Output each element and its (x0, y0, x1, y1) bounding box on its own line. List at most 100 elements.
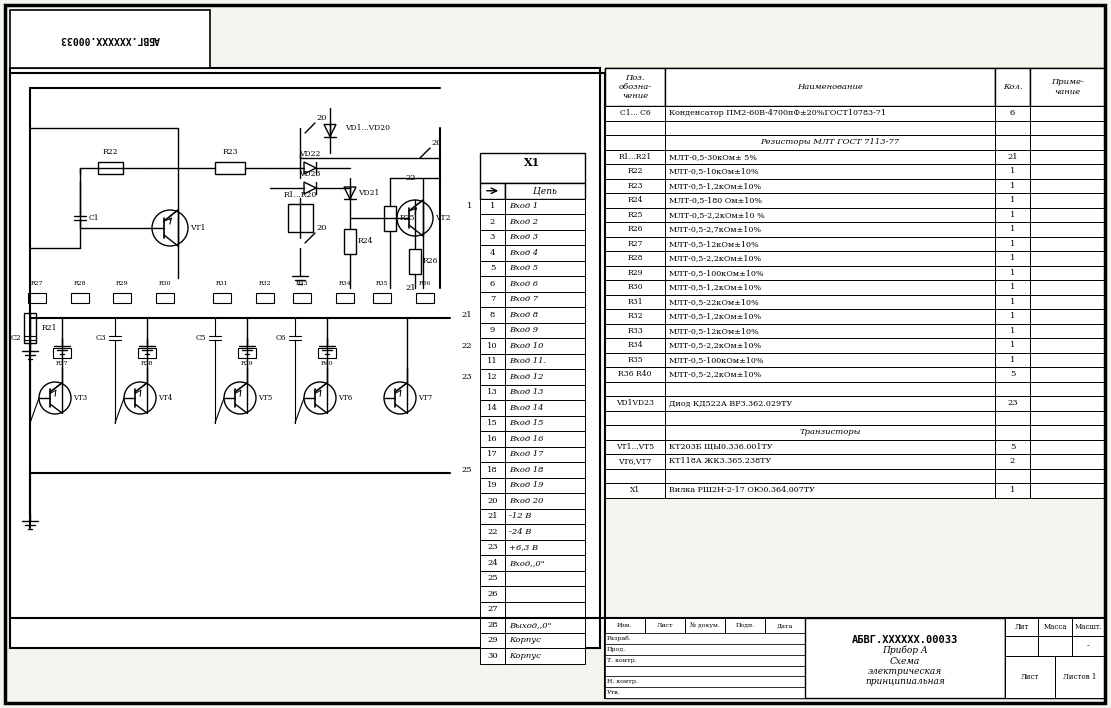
Text: R21: R21 (42, 324, 58, 332)
Text: 2: 2 (490, 218, 496, 226)
Bar (480, 617, 506, 632)
Bar (10, 10, 210, 68)
Bar (1030, 266, 1105, 280)
Text: R32: R32 (259, 281, 271, 286)
Text: Вход 7: Вход 7 (509, 295, 538, 303)
Bar (995, 251, 1030, 266)
Text: 21: 21 (488, 513, 498, 520)
Text: Цепь: Цепь (533, 186, 557, 195)
Bar (605, 193, 665, 207)
Bar (605, 644, 805, 655)
Bar (995, 454, 1030, 469)
Bar (480, 369, 506, 384)
Bar (995, 193, 1030, 207)
Bar (1039, 618, 1072, 636)
Bar (506, 198, 585, 214)
Text: Вход 11.: Вход 11. (509, 358, 547, 365)
Bar (665, 207, 995, 222)
Bar (238, 348, 256, 358)
Bar (665, 266, 995, 280)
Text: R28: R28 (628, 254, 643, 262)
Text: МЛТ-0,5-1,2кОм±10%: МЛТ-0,5-1,2кОм±10% (669, 182, 762, 190)
Text: R38: R38 (141, 361, 153, 366)
Bar (1030, 396, 1105, 411)
Text: Выход,,0": Выход,,0" (509, 621, 551, 629)
Text: Корпус: Корпус (509, 652, 541, 660)
Text: 21: 21 (461, 311, 472, 319)
Bar (480, 508, 506, 524)
Text: Лит: Лит (1014, 623, 1029, 631)
Bar (506, 524, 585, 539)
Text: R33: R33 (627, 327, 643, 335)
Text: VD21: VD21 (358, 189, 379, 197)
Text: Транзисторы: Транзисторы (799, 428, 861, 436)
Text: 6: 6 (490, 280, 496, 287)
Bar (605, 120, 665, 135)
Text: 22: 22 (461, 342, 472, 350)
Text: МЛТ-0,5-30кОм± 5%: МЛТ-0,5-30кОм± 5% (669, 153, 757, 161)
Text: C6: C6 (276, 334, 286, 342)
Text: Вход 19: Вход 19 (509, 481, 543, 489)
Bar (1030, 324, 1105, 338)
Bar (506, 292, 585, 307)
Text: АБВГ.XXXXXX.00033: АБВГ.XXXXXX.00033 (852, 635, 958, 646)
Bar (213, 293, 231, 303)
Bar (1072, 618, 1105, 636)
Text: 14: 14 (487, 404, 498, 412)
Bar (605, 687, 805, 698)
Text: 1: 1 (1010, 486, 1015, 494)
Text: Прод.: Прод. (607, 646, 627, 652)
Bar (480, 323, 506, 338)
Text: 1: 1 (1010, 254, 1015, 262)
Bar (665, 382, 995, 396)
Bar (665, 396, 995, 411)
Text: VD1...VD20: VD1...VD20 (346, 124, 390, 132)
Bar (1030, 236, 1105, 251)
Bar (384, 205, 396, 231)
Bar (506, 571, 585, 586)
Text: 5: 5 (1010, 370, 1015, 378)
Bar (605, 666, 805, 676)
Bar (995, 483, 1030, 498)
Bar (1072, 636, 1105, 656)
Text: VT2: VT2 (436, 214, 450, 222)
Bar (10, 68, 600, 648)
Text: 1: 1 (1010, 196, 1015, 204)
Text: VD23: VD23 (299, 170, 321, 178)
Text: МЛТ-0,5-2,2кОм±10%: МЛТ-0,5-2,2кОм±10% (669, 254, 762, 262)
Text: 27: 27 (488, 605, 498, 613)
Bar (665, 251, 995, 266)
Bar (480, 462, 506, 477)
Text: 23: 23 (1008, 399, 1018, 407)
Text: VT1...VT5: VT1...VT5 (615, 442, 654, 451)
Text: R25: R25 (400, 214, 416, 222)
Bar (480, 261, 506, 276)
Text: Вход 9: Вход 9 (509, 326, 538, 334)
Bar (480, 245, 506, 261)
Text: R1...R21: R1...R21 (619, 153, 652, 161)
Bar (605, 222, 665, 236)
Text: МЛТ-0,5-22кОм±10%: МЛТ-0,5-22кОм±10% (669, 298, 760, 306)
Text: 7: 7 (490, 295, 496, 303)
Bar (506, 416, 585, 431)
Text: Вилка РШ2Н-2-17 ОЮ0.364.007ТУ: Вилка РШ2Н-2-17 ОЮ0.364.007ТУ (669, 486, 814, 494)
Bar (1055, 656, 1105, 698)
Bar (480, 447, 506, 462)
Bar (605, 353, 665, 367)
Bar (506, 229, 585, 245)
Text: X1: X1 (524, 157, 541, 169)
Text: Диод КД522А ВРЗ.362.029ТУ: Диод КД522А ВРЗ.362.029ТУ (669, 399, 792, 407)
Text: R28: R28 (73, 281, 87, 286)
Bar (506, 493, 585, 508)
Text: МЛТ-0,5-12кОм±10%: МЛТ-0,5-12кОм±10% (669, 327, 760, 335)
Text: Вход 5: Вход 5 (509, 264, 538, 273)
Text: C2: C2 (10, 334, 21, 342)
Text: Н. контр.: Н. контр. (607, 679, 638, 684)
Text: Корпус: Корпус (509, 636, 541, 644)
Bar (480, 586, 506, 602)
Bar (1030, 382, 1105, 396)
Text: Листов 1: Листов 1 (1063, 673, 1097, 681)
Text: Подп.: Подп. (735, 623, 754, 628)
Bar (113, 293, 131, 303)
Bar (24, 313, 36, 343)
